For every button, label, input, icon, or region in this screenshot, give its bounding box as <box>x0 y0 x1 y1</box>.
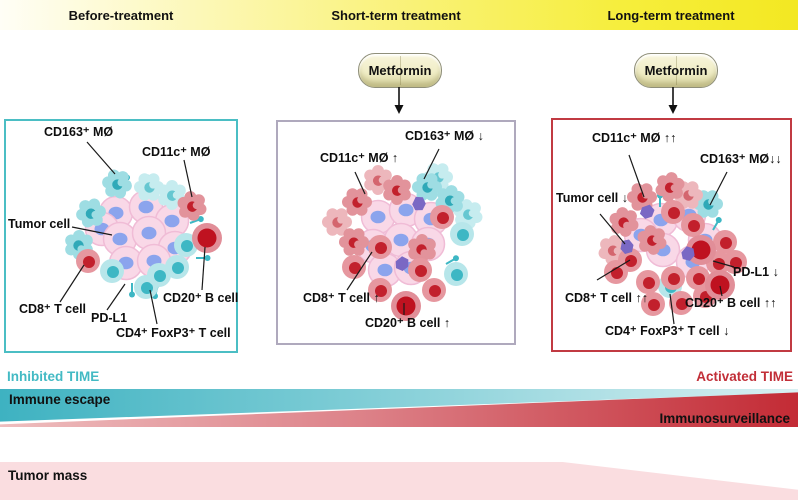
cell-cluster-illustration <box>322 148 483 321</box>
panel-short-term-treatment: CD163⁺ MØ ↓ CD11c⁺ MØ ↑ CD8⁺ T cell ↑ CD… <box>276 120 516 345</box>
label-tumor-cell: Tumor cell <box>8 217 71 231</box>
immunosurveillance-label: Immunosurveillance <box>659 411 790 426</box>
down-arrow-icon <box>394 87 404 114</box>
immune-escape-label: Immune escape <box>9 392 111 407</box>
label-cd20-b-cell: CD20⁺ B cell ↑ <box>365 316 451 330</box>
label-cd163-macrophage: CD163⁺ MØ <box>44 125 114 139</box>
label-cd8-t-cell: CD8⁺ T cell ↑ <box>303 291 380 305</box>
label-pd-l1: PD-L1 ↓ <box>733 265 779 279</box>
panel-long-term-treatment: CD11c⁺ MØ ↑↑ CD163⁺ MØ↓↓ Tumor cell ↓ CD… <box>551 118 792 352</box>
metformin-pill: Metformin <box>634 53 718 88</box>
metformin-pill: Metformin <box>358 53 442 88</box>
label-tumor-cell: Tumor cell ↓ <box>556 191 629 205</box>
label-cd163-macrophage: CD163⁺ MØ↓↓ <box>700 152 782 166</box>
label-cd163-macrophage: CD163⁺ MØ ↓ <box>405 129 484 143</box>
tumor-mass-band: Tumor mass <box>0 462 798 500</box>
immune-balance-gradient: Immune escape Immunosurveillance <box>0 389 798 427</box>
label-cd20-b-cell: CD20⁺ B cell <box>163 291 239 305</box>
tumor-mass-label: Tumor mass <box>8 468 88 483</box>
activated-time-label: Activated TIME <box>696 369 793 384</box>
phase-title-long-term: Long-term treatment <box>607 8 735 23</box>
label-cd8-t-cell: CD8⁺ T cell <box>19 302 87 316</box>
label-cd20-b-cell: CD20⁺ B cell ↑↑ <box>685 296 777 310</box>
label-cd11c-macrophage: CD11c⁺ MØ <box>142 145 211 159</box>
cell-cluster-illustration <box>59 141 222 325</box>
metformin-pill-label: Metformin <box>644 63 708 78</box>
label-cd8-t-cell: CD8⁺ T cell ↑↑ <box>565 291 649 305</box>
treatment-phase-banner: Before-treatment Short-term treatment Lo… <box>0 0 798 30</box>
down-arrow-icon <box>668 87 678 114</box>
inhibited-time-label: Inhibited TIME <box>7 369 100 384</box>
label-cd4-foxp3-t-cell: CD4⁺ FoxP3⁺ T cell ↓ <box>605 324 730 338</box>
label-cd11c-macrophage: CD11c⁺ MØ ↑ <box>320 151 399 165</box>
phase-title-before: Before-treatment <box>68 8 174 23</box>
panel-before-treatment: CD163⁺ MØ CD11c⁺ MØ Tumor cell CD8⁺ T ce… <box>4 119 238 353</box>
cell-cluster-illustration <box>596 154 747 325</box>
label-cd11c-macrophage: CD11c⁺ MØ ↑↑ <box>592 131 677 145</box>
metformin-pill-label: Metformin <box>368 63 432 78</box>
phase-title-short-term: Short-term treatment <box>331 8 461 23</box>
label-pd-l1: PD-L1 <box>91 311 128 325</box>
label-cd4-foxp3-t-cell: CD4⁺ FoxP3⁺ T cell <box>116 326 231 340</box>
